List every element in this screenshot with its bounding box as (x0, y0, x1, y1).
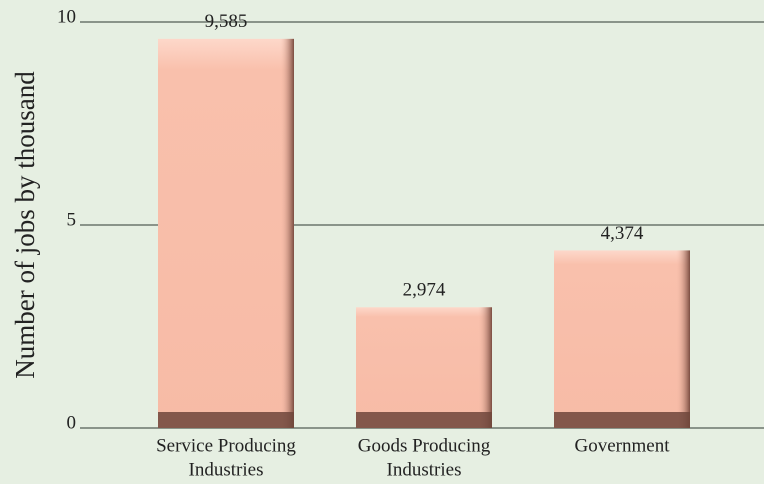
bar-side-shade (280, 38, 294, 428)
bar-bottom-shade (554, 412, 690, 428)
y-tick-label: 5 (67, 209, 77, 230)
value-label: 2,974 (403, 280, 446, 301)
x-tick-label: Service Producing (156, 435, 296, 456)
bar-side-shade (478, 307, 492, 428)
bar (158, 38, 294, 428)
value-label: 9,585 (205, 11, 248, 32)
x-tick-label: Goods Producing (358, 435, 491, 456)
value-label: 4,374 (601, 223, 644, 244)
bar (356, 307, 492, 428)
x-tick-label: Government (575, 435, 671, 456)
bar-bottom-shade (356, 412, 492, 428)
y-axis-label: Number of jobs by thousand (10, 71, 40, 379)
x-tick-label: Industries (387, 459, 462, 480)
bar (554, 250, 690, 428)
x-tick-label: Industries (189, 459, 264, 480)
y-tick-label: 10 (57, 6, 76, 27)
bar-side-shade (676, 250, 690, 428)
bar-bottom-shade (158, 412, 294, 428)
y-tick-label: 0 (67, 412, 77, 433)
